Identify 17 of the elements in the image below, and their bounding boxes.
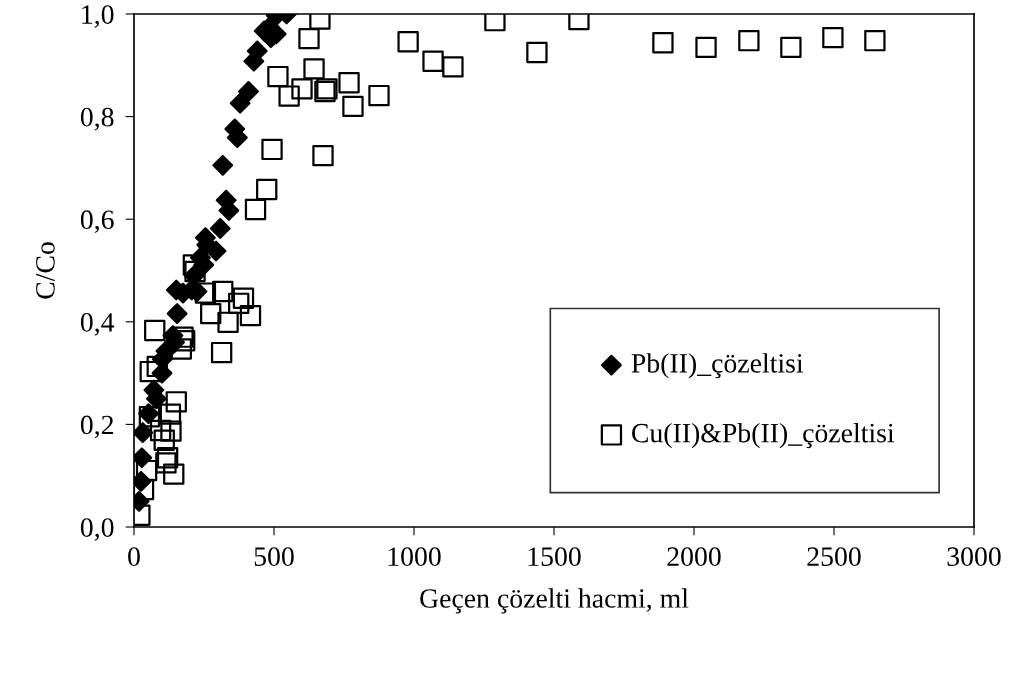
- y-tick-label: 0,2: [80, 415, 114, 439]
- y-tick-label: 0,8: [80, 107, 114, 131]
- x-axis-title: Geçen çözelti hacmi, ml: [420, 588, 689, 614]
- legend-label: Pb(II)_çözeltisi: [631, 353, 804, 379]
- x-tick-label: 1000: [388, 547, 441, 566]
- y-tick-label: 1,0: [82, 5, 114, 28]
- x-tick-label: 500: [254, 547, 294, 566]
- y-tick-label: 0,4: [80, 312, 115, 336]
- y-tick-label: 0,6: [80, 210, 114, 234]
- x-tick-label: 2500: [807, 547, 861, 566]
- x-tick-label: 0: [128, 547, 140, 566]
- y-tick-label: 0,0: [80, 518, 114, 541]
- x-tick-label: 3000: [947, 547, 1001, 566]
- legend-label: Cu(II)&Pb(II)_çözeltisi: [632, 422, 895, 449]
- x-tick-label: 1500: [528, 547, 581, 566]
- x-tick-label: 2000: [667, 547, 721, 566]
- y-axis-title: C/Co: [36, 242, 55, 299]
